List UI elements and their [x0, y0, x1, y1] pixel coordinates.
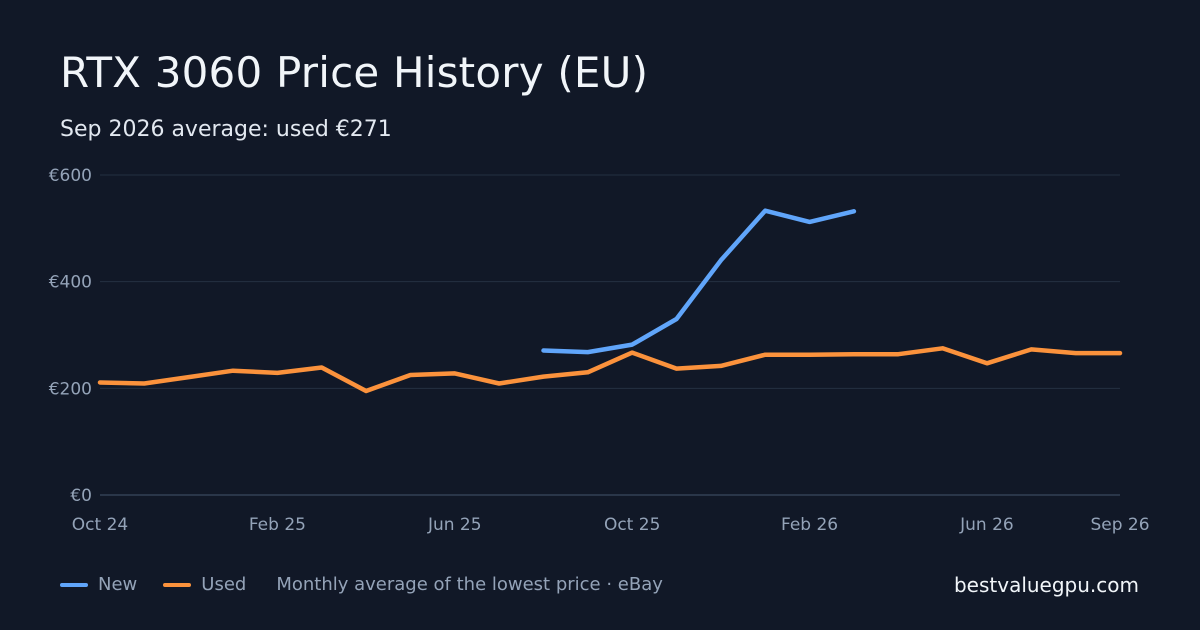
x-tick-label: Oct 25	[604, 515, 660, 535]
chart-series	[97, 208, 1123, 394]
y-tick-label: €200	[49, 379, 92, 399]
y-tick-label: €400	[49, 273, 92, 293]
x-tick-label: Sep 26	[1090, 515, 1149, 535]
chart-grid	[100, 174, 1120, 496]
y-tick-label: €600	[49, 166, 92, 186]
x-tick-label: Feb 26	[781, 515, 838, 535]
chart-title: RTX 3060 Price History (EU)	[60, 48, 649, 97]
series-line-used	[97, 346, 1123, 394]
chart-subtitle: Sep 2026 average: used €271	[60, 117, 392, 142]
legend-source-note: Monthly average of the lowest price · eB…	[276, 574, 663, 595]
legend-item-new: New	[60, 574, 137, 595]
y-tick-label: €0	[70, 486, 92, 506]
y-axis-ticks: €0 €200 €400 €600	[49, 166, 92, 506]
brand-link[interactable]: bestvaluegpu.com	[953, 573, 1139, 597]
x-tick-label: Feb 25	[249, 515, 306, 535]
x-tick-label: Jun 25	[427, 515, 482, 535]
legend-label-used: Used	[201, 574, 247, 595]
x-axis-ticks: Oct 24 Feb 25 Jun 25 Oct 25 Feb 26 Jun 26 Sep …	[72, 515, 1150, 535]
legend-swatch-used	[163, 582, 192, 587]
legend-swatch-new	[60, 582, 88, 587]
legend-item-used: Used	[163, 574, 246, 595]
chart-legend: New Used Monthly average of the lowest p…	[60, 574, 663, 595]
x-tick-label: Jun 26	[959, 515, 1014, 535]
series-line-new	[541, 208, 857, 355]
x-tick-label: Oct 24	[72, 515, 128, 535]
legend-label-new: New	[98, 574, 138, 595]
